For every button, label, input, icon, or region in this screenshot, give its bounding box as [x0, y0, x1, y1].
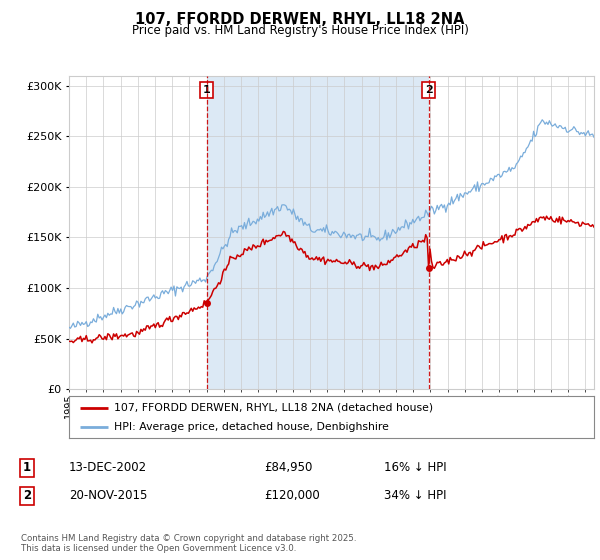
- Text: 16% ↓ HPI: 16% ↓ HPI: [384, 461, 446, 474]
- Text: 107, FFORDD DERWEN, RHYL, LL18 2NA (detached house): 107, FFORDD DERWEN, RHYL, LL18 2NA (deta…: [113, 403, 433, 413]
- Text: Price paid vs. HM Land Registry's House Price Index (HPI): Price paid vs. HM Land Registry's House …: [131, 24, 469, 37]
- Text: £120,000: £120,000: [264, 489, 320, 502]
- Text: 34% ↓ HPI: 34% ↓ HPI: [384, 489, 446, 502]
- Text: 13-DEC-2002: 13-DEC-2002: [69, 461, 147, 474]
- Text: 20-NOV-2015: 20-NOV-2015: [69, 489, 148, 502]
- Text: Contains HM Land Registry data © Crown copyright and database right 2025.
This d: Contains HM Land Registry data © Crown c…: [21, 534, 356, 553]
- Text: 1: 1: [203, 85, 211, 95]
- Text: 107, FFORDD DERWEN, RHYL, LL18 2NA: 107, FFORDD DERWEN, RHYL, LL18 2NA: [135, 12, 465, 27]
- Text: HPI: Average price, detached house, Denbighshire: HPI: Average price, detached house, Denb…: [113, 422, 389, 432]
- Bar: [207, 76, 429, 389]
- Text: 2: 2: [425, 85, 433, 95]
- Text: 1: 1: [23, 461, 31, 474]
- Text: 2: 2: [23, 489, 31, 502]
- Text: £84,950: £84,950: [264, 461, 313, 474]
